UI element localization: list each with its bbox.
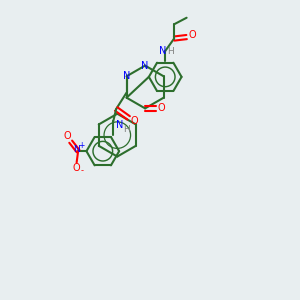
Text: H: H [123,125,130,134]
Text: O: O [189,30,196,40]
Text: O: O [130,116,138,126]
Text: H: H [167,46,174,56]
Text: -: - [81,166,84,175]
Text: +: + [78,141,84,150]
Text: O: O [73,164,80,173]
Text: O: O [157,103,165,113]
Text: N: N [73,145,80,154]
Text: N: N [123,71,130,81]
Text: N: N [159,46,166,56]
Text: N: N [116,120,123,130]
Text: O: O [64,131,71,141]
Text: N: N [141,61,149,70]
